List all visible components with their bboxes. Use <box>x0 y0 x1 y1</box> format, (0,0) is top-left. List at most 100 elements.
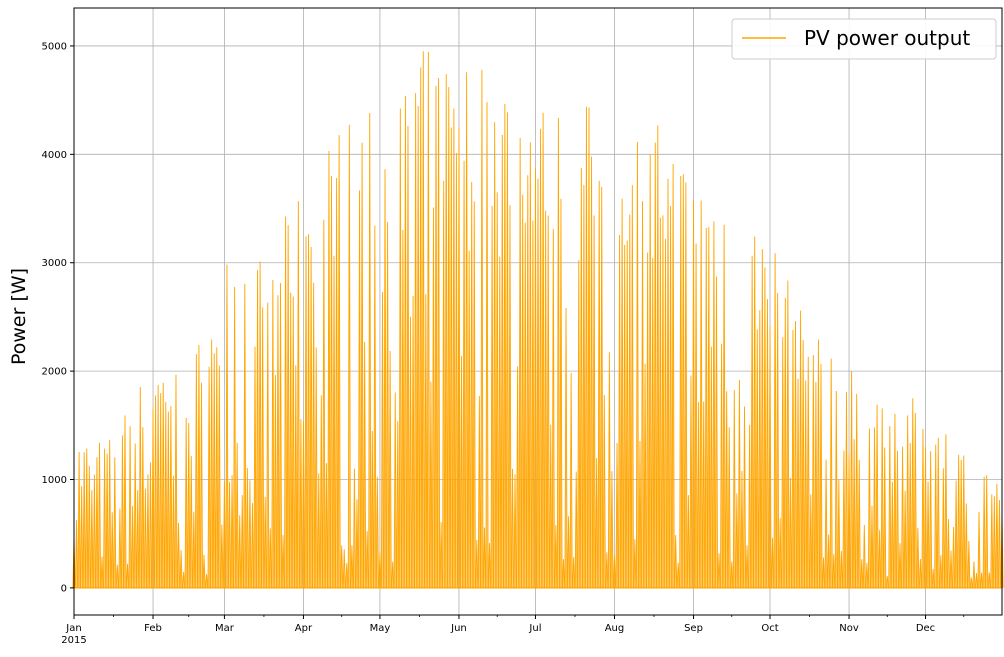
data-spike <box>100 556 104 588</box>
data-spike <box>740 470 744 588</box>
data-spike <box>345 563 349 588</box>
data-spike <box>980 572 984 588</box>
data-spike <box>748 424 752 588</box>
data-spike <box>284 216 288 588</box>
data-spike <box>235 442 239 588</box>
data-spike <box>227 482 232 588</box>
data-spike <box>187 423 191 588</box>
data-spike <box>205 574 209 588</box>
data-spike <box>755 329 759 588</box>
data-spike <box>294 365 298 588</box>
data-spike <box>108 440 112 588</box>
data-spike <box>164 401 168 588</box>
data-spike <box>411 296 415 588</box>
data-spike <box>437 77 441 588</box>
data-spike <box>258 261 262 588</box>
data-spike <box>903 490 907 588</box>
data-spike <box>712 221 716 588</box>
data-spike <box>222 480 226 588</box>
data-spike <box>192 511 196 588</box>
data-spike <box>546 215 550 588</box>
data-spike <box>916 527 920 588</box>
data-spike <box>197 345 201 588</box>
x-tick-sublabel: 2015 <box>61 635 86 646</box>
x-tick-label: Dec <box>916 623 935 634</box>
y-tick-label: 0 <box>61 583 67 594</box>
data-spike <box>513 474 517 588</box>
data-spike <box>633 539 637 588</box>
data-spike <box>656 125 660 588</box>
data-spike <box>378 552 382 588</box>
data-spike <box>202 554 206 588</box>
data-spike <box>827 534 831 588</box>
data-spike <box>261 307 265 588</box>
data-spike <box>352 468 356 588</box>
data-spike <box>745 545 749 588</box>
data-spike <box>722 224 726 588</box>
data-spike <box>482 527 487 588</box>
data-spike <box>995 483 999 588</box>
data-spike <box>587 107 591 588</box>
data-spike <box>154 395 158 588</box>
data-spike <box>921 428 925 588</box>
data-spike <box>834 390 838 588</box>
data-spike <box>597 180 601 588</box>
data-spike <box>969 577 973 588</box>
data-spike <box>289 292 293 588</box>
data-spike <box>658 217 662 588</box>
data-spike <box>503 103 507 588</box>
data-spike <box>949 550 953 588</box>
data-spike <box>592 215 596 588</box>
data-spike <box>844 391 849 588</box>
y-tick-label: 4000 <box>42 150 67 161</box>
data-spike <box>837 479 841 588</box>
data-spike <box>533 168 537 588</box>
data-spike <box>691 199 696 588</box>
data-spike <box>977 511 981 588</box>
data-spike <box>324 463 328 588</box>
data-spike <box>628 214 632 588</box>
data-spike <box>862 524 866 588</box>
data-spike <box>309 246 313 588</box>
data-spike <box>401 230 405 588</box>
data-spike <box>516 366 520 588</box>
data-spike <box>171 475 175 588</box>
data-spike <box>296 201 300 588</box>
data-spike <box>806 356 810 588</box>
data-spike <box>872 427 877 588</box>
data-spike <box>799 310 803 588</box>
data-spike <box>307 234 311 588</box>
data-spike <box>278 282 283 588</box>
data-spike <box>908 442 912 588</box>
data-spike <box>901 446 905 588</box>
data-spike <box>811 355 815 588</box>
data-spike <box>804 380 808 588</box>
data-spike <box>911 398 915 588</box>
data-spike <box>584 106 588 588</box>
data-spike <box>281 535 285 588</box>
data-spike <box>347 124 351 588</box>
data-spike <box>82 452 86 588</box>
data-spike <box>431 207 436 588</box>
data-spike <box>669 206 673 588</box>
data-spike <box>768 326 772 588</box>
data-spike <box>375 476 379 588</box>
data-spike <box>156 384 160 588</box>
data-spike <box>439 521 443 588</box>
data-spike <box>271 279 275 588</box>
data-spike <box>182 571 186 588</box>
data-spike <box>230 475 234 588</box>
data-spike <box>952 527 956 588</box>
data-spike <box>737 379 741 588</box>
data-spike <box>918 558 922 588</box>
data-spike <box>414 93 418 588</box>
data-spike <box>967 540 971 588</box>
data-spike <box>398 108 402 588</box>
data-spike <box>322 219 326 588</box>
data-spike <box>681 174 685 588</box>
data-spike <box>982 476 986 588</box>
data-spike <box>115 564 119 588</box>
data-spike <box>212 353 216 588</box>
data-spike <box>635 142 639 588</box>
data-spike <box>360 142 364 588</box>
